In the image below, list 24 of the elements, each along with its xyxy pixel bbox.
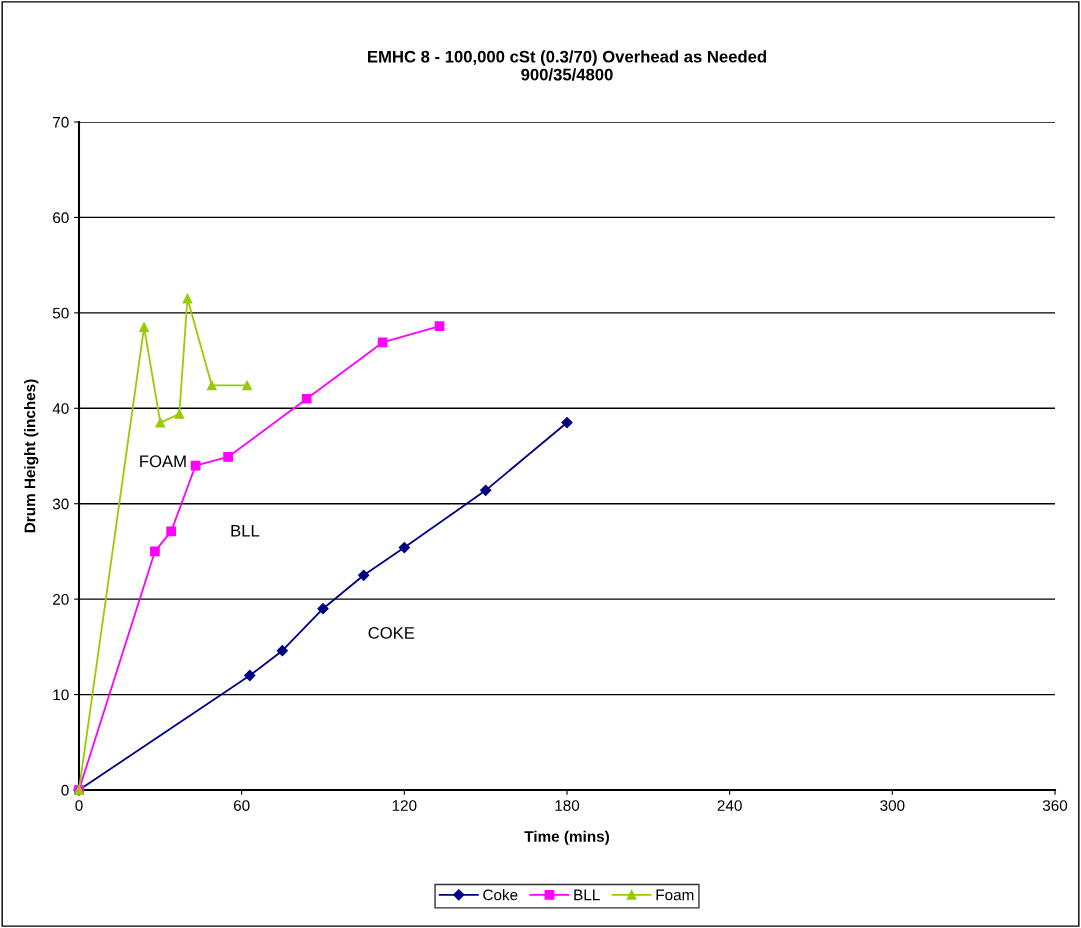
y-tick-label: 10 [53, 689, 69, 701]
annotation: FOAM [140, 455, 186, 468]
x-tick-label: 60 [233, 800, 250, 811]
y-tick-label: 50 [52, 307, 69, 319]
legend-label: Coke [483, 889, 518, 901]
y-axis-title: Drum Height (inches) [24, 379, 39, 533]
chart-title: EMHC 8 - 100,000 cSt (0.3/70) Overhead as Needed 900/35/4800 [368, 50, 767, 81]
x-tick-label: 240 [717, 800, 742, 811]
legend-label: Foam [656, 889, 694, 901]
x-tick-label: 0 [75, 800, 83, 811]
y-tick-label: 70 [53, 116, 69, 128]
y-tick-label: 30 [52, 498, 69, 510]
x-tick-label: 180 [555, 800, 580, 811]
y-tick-label: 60 [53, 212, 69, 224]
y-tick-label: 40 [52, 403, 69, 414]
x-tick-label: 300 [880, 800, 905, 811]
x-tick-label: 120 [392, 800, 417, 811]
x-tick-label: 360 [1042, 800, 1068, 811]
legend-label: BLL [574, 889, 600, 901]
y-tick-label: 20 [53, 594, 69, 605]
y-tick-label: 0 [61, 784, 69, 796]
annotation: COKE [368, 627, 415, 639]
annotation: BLL [231, 525, 260, 537]
x-axis-title: Time (mins) [524, 830, 609, 845]
